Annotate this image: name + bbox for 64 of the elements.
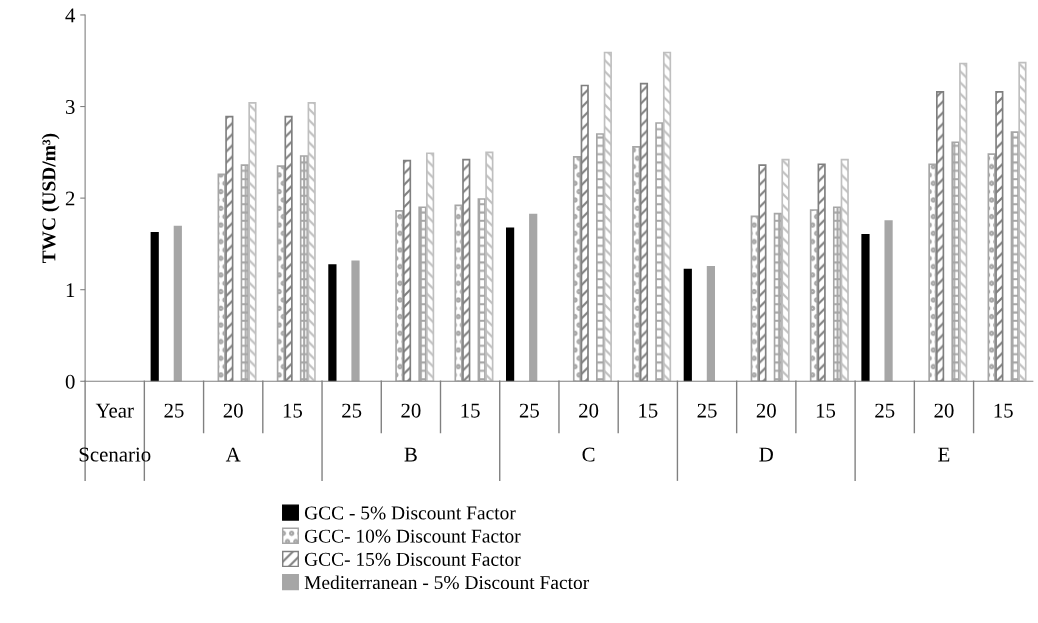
bar [683,268,692,382]
x-tick-label: 15 [994,403,1013,418]
text: B [404,447,417,462]
text: D [759,447,773,462]
bar [884,220,893,382]
bar [603,51,612,382]
bar [861,233,870,382]
legend-label: GCC- 15% Discount Factor [304,552,521,566]
bar [840,158,849,382]
x-tick-label: 20 [756,403,776,418]
bar [529,213,538,382]
bar [781,158,790,382]
x-tick-label: 15 [816,403,836,418]
bar [426,152,435,382]
y-tick-label: 4 [65,8,76,23]
bar [959,62,968,382]
bar [1018,61,1027,382]
bar [505,227,515,382]
y-tick-label: 0 [65,374,75,389]
x-tick-label: 20 [223,403,243,418]
text: Scenario [79,447,151,462]
text: Year [95,403,134,418]
bar [655,122,664,382]
x-tick-label: 20 [401,403,421,418]
bar [150,232,159,382]
y-tick-label: 2 [65,191,75,206]
bar [572,156,582,382]
text: C [582,447,595,462]
bar [248,102,257,382]
x-tick-label: 25 [342,403,362,418]
bar [662,51,672,382]
bar [809,209,819,382]
bar [951,141,960,382]
bar [351,260,360,382]
legend-label: GCC- 10% Discount Factor [304,529,521,543]
legend-label: Mediterranean - 5% Discount Factor [304,575,590,590]
legend-label: GCC - 5% Discount Factor [304,506,516,520]
bar [706,265,715,382]
bar [395,210,404,382]
y-axis-title: TWC (USD/m³) [41,133,60,264]
bar [418,206,427,382]
bar [928,163,937,382]
bar [832,206,842,382]
bar [328,264,337,382]
x-tick-label: 15 [639,403,658,418]
y-tick-label: 3 [65,99,75,114]
x-tick-label: 25 [697,403,717,418]
x-tick-label: 25 [164,403,184,418]
x-tick-label: 20 [934,403,954,418]
bar [307,102,316,382]
x-tick-label: 25 [519,403,539,418]
bar [299,155,309,382]
bar [596,133,605,382]
text: A [225,447,241,462]
text: E [938,447,950,462]
x-tick-label: 20 [579,403,599,418]
x-tick-label: 25 [875,403,895,418]
x-tick-label: 15 [461,403,480,418]
bar [632,145,641,382]
y-tick-label: 1 [66,283,75,297]
bar [173,225,182,382]
x-tick-label: 15 [283,403,303,418]
bar [454,204,463,382]
bar [485,151,494,382]
